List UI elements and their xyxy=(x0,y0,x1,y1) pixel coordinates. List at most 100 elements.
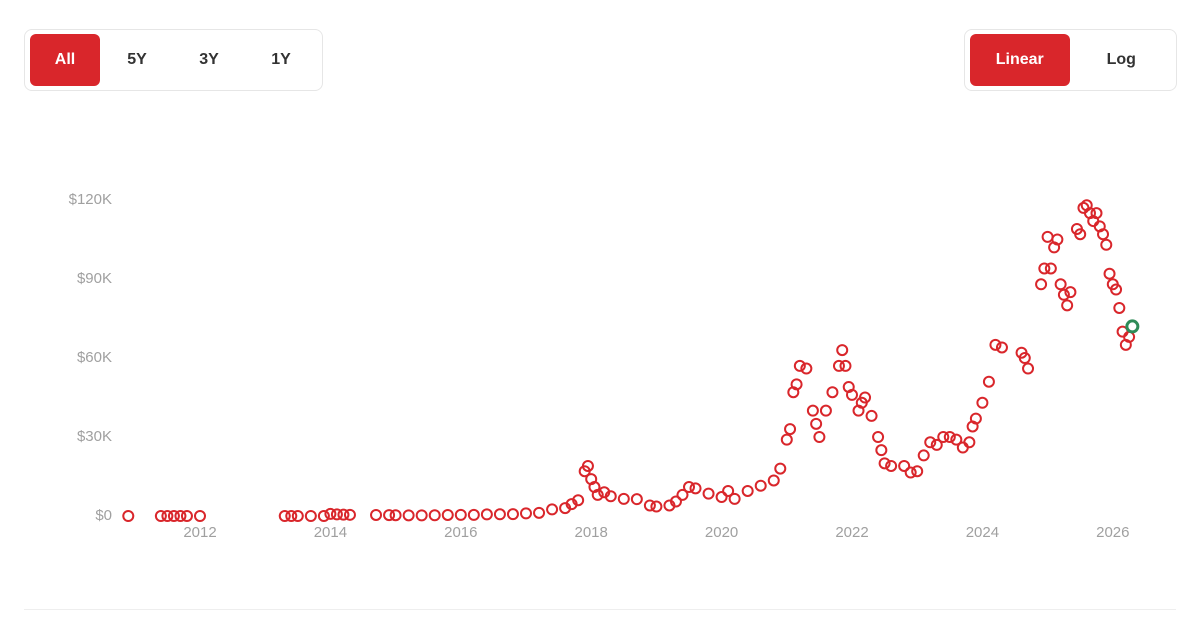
data-point xyxy=(291,510,304,522)
x-tick-label: 2022 xyxy=(835,524,868,541)
data-point xyxy=(715,491,728,504)
data-point xyxy=(800,362,813,375)
data-point xyxy=(1103,267,1116,280)
data-point xyxy=(859,391,872,404)
data-point xyxy=(689,482,702,495)
data-point xyxy=(790,378,803,391)
data-point xyxy=(317,510,330,522)
latest-point xyxy=(1125,319,1140,334)
data-point xyxy=(832,359,845,372)
data-point xyxy=(174,510,187,522)
data-point xyxy=(885,459,898,472)
divider xyxy=(24,609,1176,610)
data-point xyxy=(943,431,956,443)
data-point xyxy=(676,488,689,501)
x-tick-label: 2024 xyxy=(966,524,999,541)
data-point xyxy=(506,508,519,521)
data-point xyxy=(774,462,787,475)
data-point xyxy=(533,506,546,519)
data-point xyxy=(793,359,806,372)
data-point xyxy=(383,509,396,522)
data-point xyxy=(976,396,989,409)
x-tick-label: 2020 xyxy=(705,524,738,541)
data-point xyxy=(467,508,480,521)
data-point xyxy=(780,433,793,446)
data-point xyxy=(963,436,976,449)
data-point xyxy=(930,438,943,451)
data-point xyxy=(917,449,930,462)
data-point xyxy=(1074,228,1087,241)
data-point xyxy=(1054,278,1067,291)
toggle-button[interactable]: All xyxy=(30,34,100,86)
data-point xyxy=(1051,233,1064,246)
toggle-button[interactable]: 3Y xyxy=(199,51,219,68)
x-tick-label: 2016 xyxy=(444,524,477,541)
data-point xyxy=(337,508,350,521)
data-point xyxy=(728,492,741,505)
data-point xyxy=(324,507,337,520)
data-point xyxy=(937,431,950,443)
data-point xyxy=(836,344,849,357)
data-point xyxy=(1041,230,1054,243)
data-point xyxy=(428,509,441,522)
data-point xyxy=(950,433,963,446)
data-point xyxy=(754,479,767,492)
x-tick-label: 2014 xyxy=(314,524,347,541)
y-tick-label: $0 xyxy=(95,507,112,524)
data-point xyxy=(285,510,298,522)
data-point xyxy=(180,510,193,522)
data-point xyxy=(122,510,135,522)
data-point xyxy=(846,388,858,401)
data-point xyxy=(643,499,656,512)
data-point xyxy=(520,507,532,520)
data-point xyxy=(683,481,695,494)
data-point xyxy=(810,417,823,430)
data-point xyxy=(839,359,852,372)
data-point xyxy=(989,338,1002,351)
x-tick-label: 2018 xyxy=(575,524,608,541)
data-point xyxy=(702,487,715,500)
data-point xyxy=(767,474,780,487)
data-point xyxy=(722,484,735,497)
data-point xyxy=(581,459,594,472)
data-point xyxy=(911,465,924,478)
toggle-button[interactable]: 1Y xyxy=(271,51,291,68)
data-point xyxy=(1018,352,1031,364)
x-tick-label: 2012 xyxy=(183,524,216,541)
data-point xyxy=(826,386,839,399)
data-point xyxy=(389,509,402,522)
toggle-button[interactable]: Log xyxy=(1106,51,1136,68)
data-point xyxy=(1100,238,1113,251)
data-point xyxy=(956,441,969,454)
data-point xyxy=(878,457,891,470)
data-point xyxy=(819,404,832,417)
data-point xyxy=(1038,262,1051,275)
data-point xyxy=(154,510,167,522)
data-point xyxy=(969,412,982,425)
y-tick-label: $120K xyxy=(69,191,112,208)
x-tick-label: 2026 xyxy=(1096,524,1129,541)
data-point xyxy=(370,508,383,521)
toggle-button[interactable]: Linear xyxy=(970,34,1070,86)
y-tick-label: $90K xyxy=(77,270,112,287)
data-point xyxy=(1113,301,1126,314)
toggle-button[interactable]: 5Y xyxy=(127,51,147,68)
data-point xyxy=(904,466,917,479)
data-point xyxy=(1097,228,1110,241)
data-point xyxy=(784,423,797,436)
y-tick-label: $30K xyxy=(77,428,112,445)
data-point xyxy=(402,509,415,522)
data-point xyxy=(865,409,878,422)
data-point xyxy=(995,341,1008,354)
data-point xyxy=(982,375,995,388)
data-point xyxy=(591,488,604,501)
data-point xyxy=(604,490,617,503)
data-point xyxy=(898,459,911,472)
data-point xyxy=(343,508,356,521)
data-point xyxy=(1022,362,1035,375)
scale-selector: Linear Log xyxy=(964,29,1177,91)
data-point xyxy=(806,404,819,417)
data-point xyxy=(194,510,206,522)
